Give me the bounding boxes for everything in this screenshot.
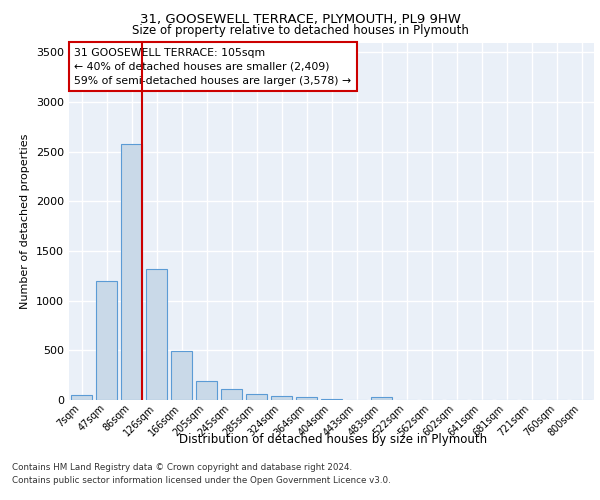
Bar [246,394,267,400]
Bar [196,380,217,400]
Text: Contains public sector information licensed under the Open Government Licence v3: Contains public sector information licen… [12,476,391,485]
Bar [146,269,167,400]
Text: 31 GOOSEWELL TERRACE: 105sqm
← 40% of detached houses are smaller (2,409)
59% of: 31 GOOSEWELL TERRACE: 105sqm ← 40% of de… [74,48,352,86]
Bar [121,144,142,400]
Text: Distribution of detached houses by size in Plymouth: Distribution of detached houses by size … [179,432,487,446]
Bar [96,281,117,400]
Bar [271,396,292,400]
Text: Size of property relative to detached houses in Plymouth: Size of property relative to detached ho… [131,24,469,37]
Bar [71,395,92,400]
Text: 31, GOOSEWELL TERRACE, PLYMOUTH, PL9 9HW: 31, GOOSEWELL TERRACE, PLYMOUTH, PL9 9HW [140,12,460,26]
Y-axis label: Number of detached properties: Number of detached properties [20,134,31,309]
Bar [321,399,342,400]
Text: Contains HM Land Registry data © Crown copyright and database right 2024.: Contains HM Land Registry data © Crown c… [12,462,352,471]
Bar [296,397,317,400]
Bar [371,396,392,400]
Bar [171,352,192,400]
Bar [221,389,242,400]
